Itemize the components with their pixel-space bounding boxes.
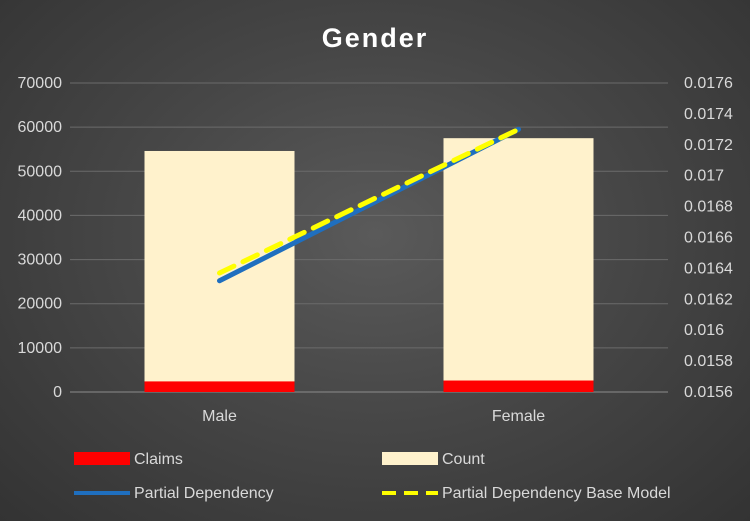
- bars: [144, 138, 594, 392]
- x-tick-label: Male: [202, 408, 237, 425]
- legend: Claims Count Partial Dependency Partial …: [74, 451, 671, 502]
- y-tick-label: 0: [53, 384, 62, 401]
- y-tick-label: 60000: [18, 119, 63, 136]
- y2-tick-label: 0.0158: [684, 353, 733, 370]
- y-tick-label: 20000: [18, 296, 63, 313]
- y2-tick-label: 0.016: [684, 322, 724, 339]
- y-tick-label: 50000: [18, 163, 63, 180]
- y2-tick-label: 0.0156: [684, 384, 733, 401]
- x-axis: Male Female: [202, 408, 545, 425]
- legend-label-partial-dependency-base-model: Partial Dependency Base Model: [442, 485, 671, 502]
- bar-count: [443, 138, 594, 392]
- y2-tick-label: 0.0172: [684, 137, 733, 154]
- y2-tick-label: 0.0176: [684, 75, 733, 92]
- legend-swatch-claims: [74, 452, 130, 465]
- y2-tick-label: 0.0162: [684, 291, 733, 308]
- y-axis-right: 0.0156 0.0158 0.016 0.0162 0.0164 0.0166 0.016…: [684, 75, 733, 401]
- y-tick-label: 10000: [18, 340, 63, 357]
- y-tick-label: 70000: [18, 75, 63, 92]
- y2-tick-label: 0.0174: [684, 106, 733, 123]
- chart-title: Gender: [322, 23, 429, 53]
- x-tick-label: Female: [492, 408, 545, 425]
- legend-label-count: Count: [442, 451, 485, 468]
- y2-tick-label: 0.0168: [684, 199, 733, 216]
- legend-swatch-count: [382, 452, 438, 465]
- y2-tick-label: 0.017: [684, 168, 724, 185]
- y-tick-label: 40000: [18, 207, 63, 224]
- line-partial-dependency-base-model: [217, 126, 521, 276]
- y-tick-label: 30000: [18, 252, 63, 269]
- lines: [217, 126, 521, 284]
- legend-label-partial-dependency: Partial Dependency: [134, 485, 274, 502]
- y2-tick-label: 0.0166: [684, 230, 733, 247]
- y2-tick-label: 0.0164: [684, 260, 733, 277]
- bar-claims: [144, 381, 295, 392]
- legend-label-claims: Claims: [134, 451, 183, 468]
- y-axis-left: 0 10000 20000 30000 40000 50000 60000 70000: [18, 75, 63, 401]
- bar-claims: [443, 380, 594, 392]
